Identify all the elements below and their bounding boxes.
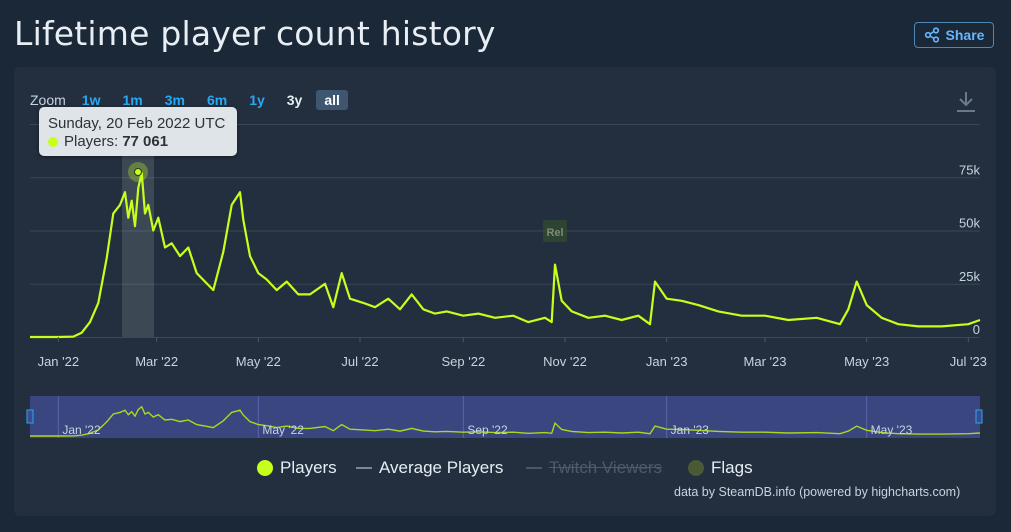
tooltip-series-dot bbox=[48, 137, 58, 147]
tooltip: Sunday, 20 Feb 2022 UTC Players: 77 061 bbox=[39, 107, 237, 156]
legend-average[interactable]: Average Players bbox=[356, 458, 503, 478]
legend-flags-label: Flags bbox=[711, 458, 753, 478]
zoom-3y-button[interactable]: 3y bbox=[279, 90, 311, 110]
zoom-label: Zoom bbox=[30, 92, 66, 108]
download-icon bbox=[955, 101, 977, 118]
legend-flags-marker bbox=[688, 460, 704, 476]
share-icon bbox=[924, 27, 940, 43]
legend: Players Average Players Twitch Viewers F… bbox=[0, 458, 1011, 480]
tooltip-date: Sunday, 20 Feb 2022 UTC bbox=[48, 115, 225, 132]
legend-flags[interactable]: Flags bbox=[688, 458, 753, 478]
tooltip-series-label: Players: bbox=[64, 133, 118, 150]
share-button[interactable]: Share bbox=[914, 22, 994, 48]
legend-average-label: Average Players bbox=[379, 458, 503, 478]
share-label: Share bbox=[946, 27, 985, 43]
page-title: Lifetime player count history bbox=[14, 14, 496, 53]
legend-players-marker bbox=[257, 460, 273, 476]
tooltip-value: 77 061 bbox=[122, 133, 168, 150]
legend-players[interactable]: Players bbox=[257, 458, 337, 478]
zoom-1y-button[interactable]: 1y bbox=[241, 90, 273, 110]
download-button[interactable] bbox=[955, 90, 977, 119]
legend-twitch-label: Twitch Viewers bbox=[549, 458, 662, 478]
legend-twitch-marker bbox=[526, 467, 542, 469]
tooltip-row: Players: 77 061 bbox=[48, 133, 168, 150]
legend-players-label: Players bbox=[280, 458, 337, 478]
zoom-all-button[interactable]: all bbox=[316, 90, 348, 110]
credit-text: data by SteamDB.info (powered by highcha… bbox=[674, 485, 960, 499]
legend-twitch[interactable]: Twitch Viewers bbox=[526, 458, 662, 478]
legend-average-marker bbox=[356, 467, 372, 469]
